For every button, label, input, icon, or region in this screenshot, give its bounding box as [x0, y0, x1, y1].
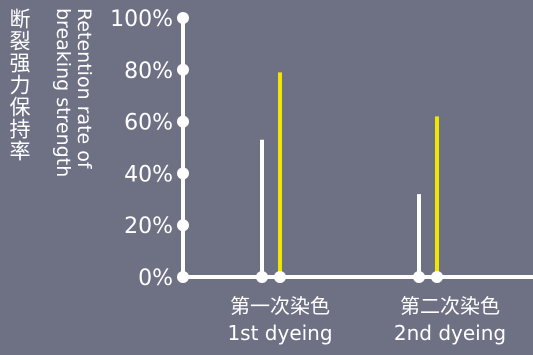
x-category-2-en: 2nd dyeing: [393, 321, 507, 345]
x-category-2: 第二次染色 2nd dyeing: [375, 293, 525, 347]
y-tick-dot-1: [177, 219, 189, 232]
bar-base-dot-series1-cat2: [413, 271, 425, 283]
y-axis-label-chinese: 断裂强力保持率: [7, 8, 31, 162]
bar-base-dot-series1-cat1: [256, 271, 268, 283]
bar-base-dot-series2-cat2: [431, 271, 443, 283]
y-tick-dot-2: [177, 167, 189, 180]
y-tick-dot-5: [177, 12, 189, 24]
x-category-1-en: 1st dyeing: [227, 321, 333, 345]
y-tick-dot-3: [177, 115, 189, 128]
x-category-1: 第一次染色 1st dyeing: [205, 293, 355, 347]
bar-base-dot-series2-cat1: [274, 271, 286, 283]
x-category-1-zh: 第一次染色: [230, 294, 330, 318]
y-tick-label-4: 80%: [124, 59, 173, 84]
y-axis-label-english: Retention rate of breaking strength: [52, 8, 95, 178]
y-tick-label-5: 100%: [110, 7, 173, 32]
x-category-2-zh: 第二次染色: [400, 294, 500, 318]
y-tick-label-0: 0%: [138, 266, 173, 291]
y-tick-label-3: 60%: [124, 111, 173, 136]
y-tick-dot-0: [177, 271, 189, 283]
y-tick-label-2: 40%: [124, 162, 173, 187]
y-tick-dot-4: [177, 63, 189, 76]
y-tick-label-1: 20%: [124, 214, 173, 239]
